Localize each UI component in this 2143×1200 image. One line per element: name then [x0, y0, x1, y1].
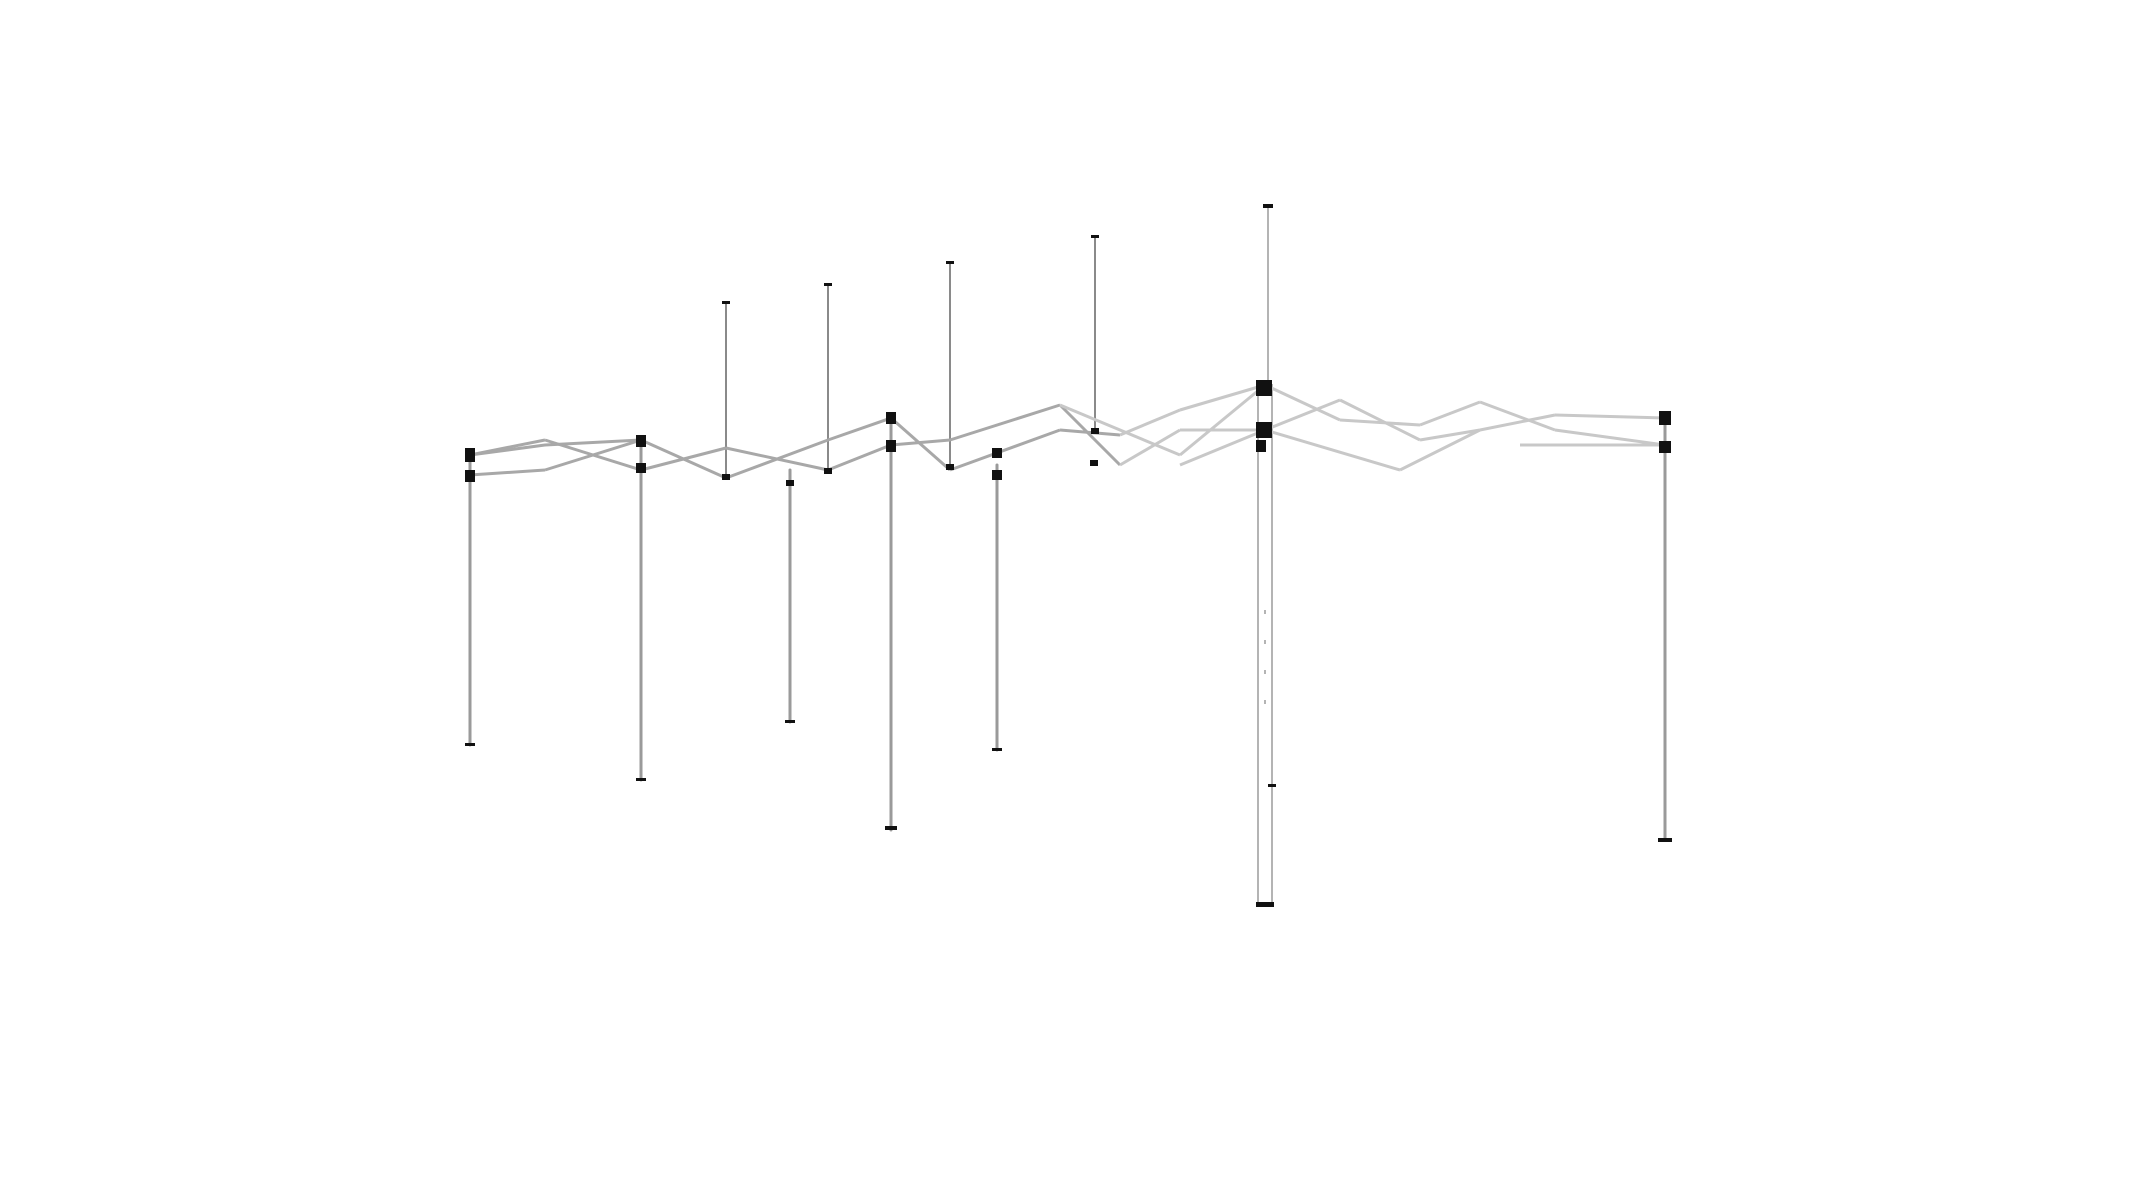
center-poles — [725, 206, 1269, 478]
corner-brackets — [465, 380, 1671, 486]
scissor-truss-front — [1059, 383, 1666, 472]
pole-caps — [722, 204, 1273, 304]
scissor-truss-rear — [469, 403, 1122, 480]
canopy-legs — [468, 416, 1667, 842]
leg-feet — [465, 720, 1672, 907]
front-leg — [1257, 384, 1273, 906]
